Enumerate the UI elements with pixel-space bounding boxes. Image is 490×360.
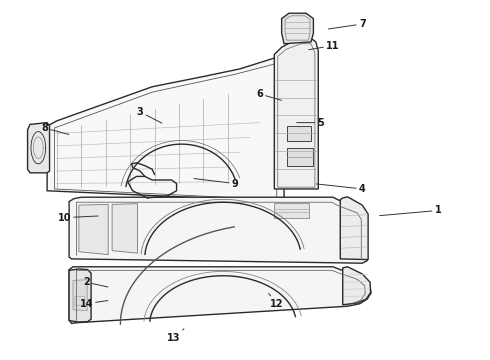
Polygon shape xyxy=(69,197,367,263)
Text: 4: 4 xyxy=(316,184,366,194)
Polygon shape xyxy=(274,203,309,218)
Polygon shape xyxy=(69,269,91,322)
Text: 9: 9 xyxy=(194,179,239,189)
Polygon shape xyxy=(274,39,318,189)
Text: 3: 3 xyxy=(137,107,162,123)
Text: 7: 7 xyxy=(328,19,366,29)
Polygon shape xyxy=(343,267,370,305)
Polygon shape xyxy=(73,280,87,311)
Text: 12: 12 xyxy=(269,293,284,309)
Polygon shape xyxy=(287,126,311,140)
Polygon shape xyxy=(69,267,371,323)
Polygon shape xyxy=(112,204,138,253)
Polygon shape xyxy=(79,204,108,255)
Polygon shape xyxy=(27,123,49,173)
Polygon shape xyxy=(287,148,314,166)
Polygon shape xyxy=(282,13,314,44)
Text: 5: 5 xyxy=(296,118,324,128)
Text: 2: 2 xyxy=(83,277,108,287)
Polygon shape xyxy=(47,58,284,202)
Polygon shape xyxy=(340,197,368,260)
Text: 1: 1 xyxy=(380,206,441,216)
Text: 8: 8 xyxy=(41,123,69,134)
Text: 6: 6 xyxy=(256,89,281,100)
Text: 11: 11 xyxy=(309,41,340,50)
Text: 13: 13 xyxy=(168,329,184,343)
Text: 10: 10 xyxy=(57,213,98,222)
Text: 14: 14 xyxy=(79,299,108,309)
